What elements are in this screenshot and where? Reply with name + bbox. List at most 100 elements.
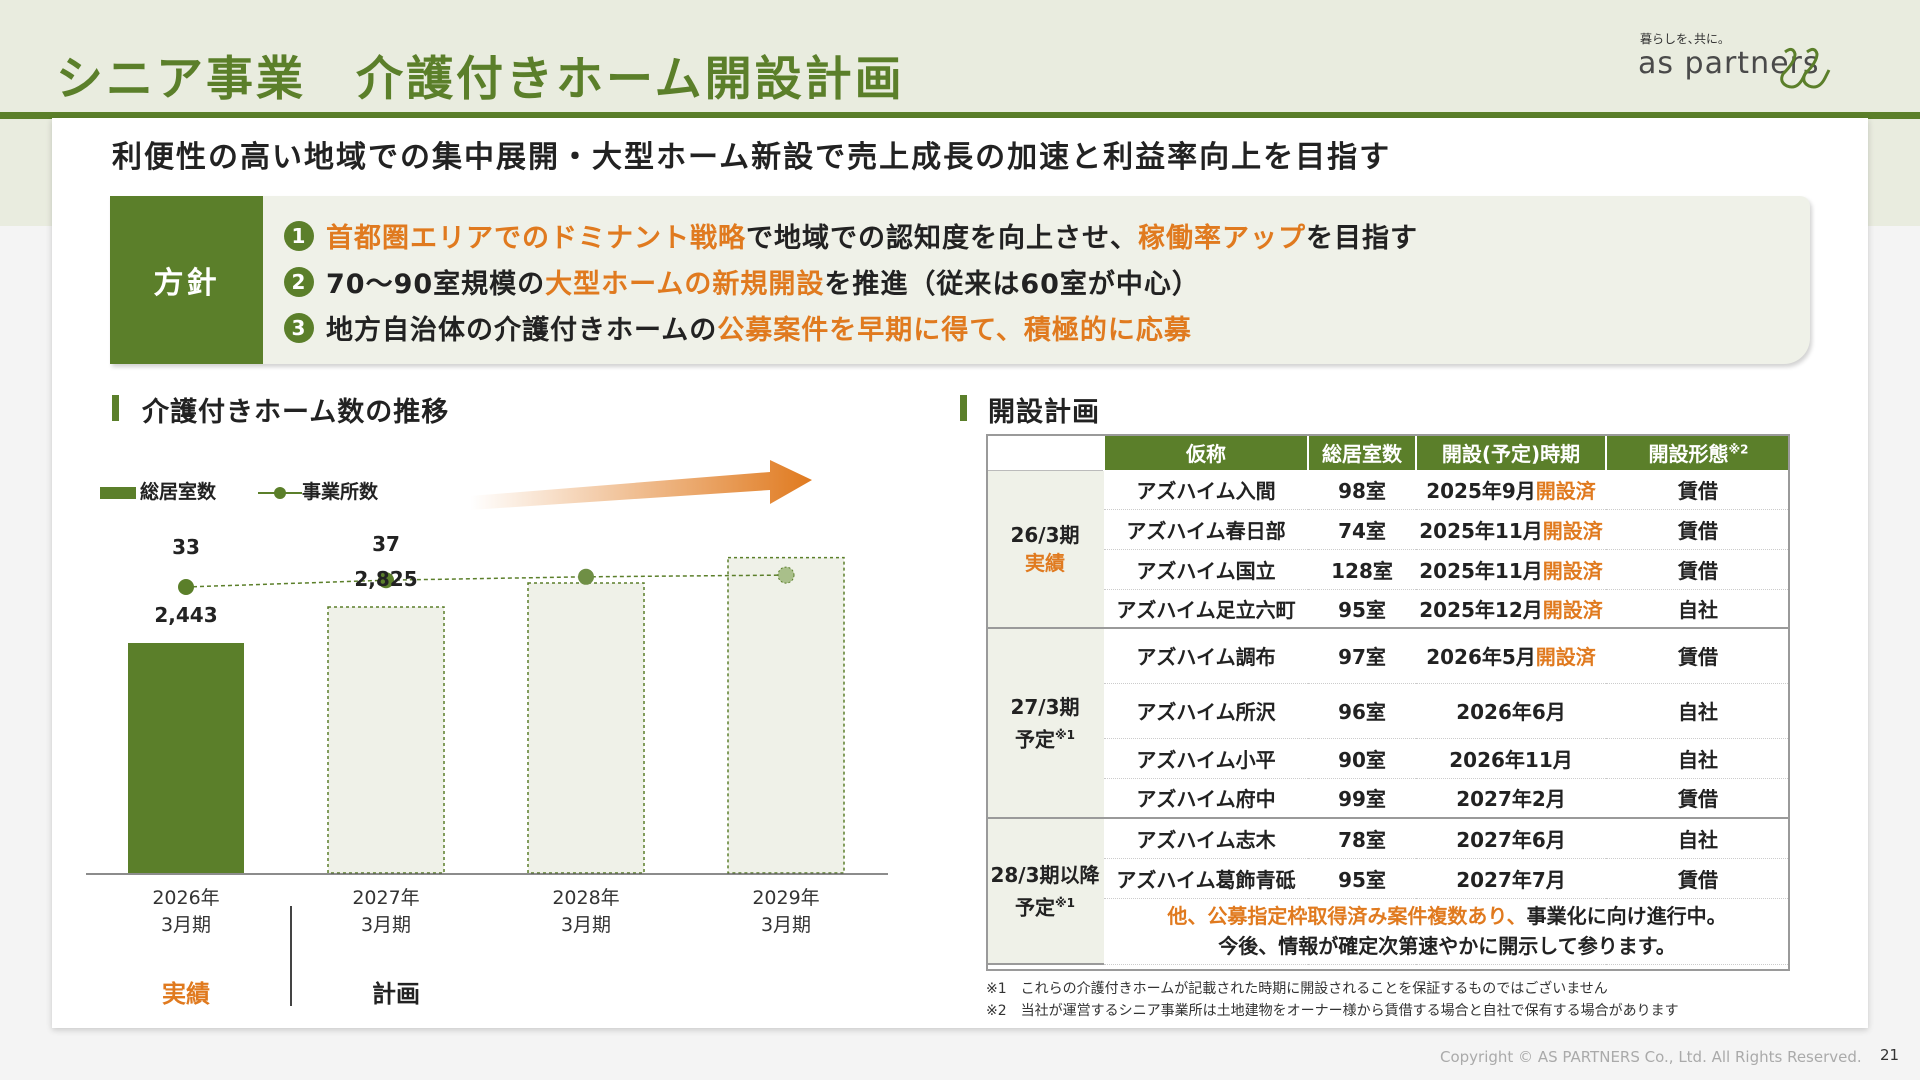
period-sub-label: 予定※1 xyxy=(1014,895,1075,920)
policy-number-badge: 1 xyxy=(284,220,314,251)
header-name: 仮称 xyxy=(1103,434,1308,470)
footnote-2: ※2 当社が運営するシニア事業所は土地建物をオーナー様から賃借する場合と自社で保… xyxy=(986,1003,1679,1019)
plan-label: 計画 xyxy=(372,980,420,1008)
policy-number-badge: 2 xyxy=(284,266,314,297)
legend-line: 事業所数 xyxy=(258,477,378,504)
opened-badge: 開設済 xyxy=(1542,597,1603,622)
opening-date-cell: 2025年12月開設済 xyxy=(1416,589,1606,629)
facility-name-cell: アズハイム国立 xyxy=(1104,549,1308,590)
header-rooms: 総居室数 xyxy=(1307,434,1416,470)
policy-item-3: 3 地方自治体の介護付きホームの 公募案件を早期に得て、積極的に応募 xyxy=(284,308,1192,347)
growth-arrow-icon xyxy=(470,460,812,510)
period-label: 26/3期 xyxy=(1010,522,1080,547)
facility-name-cell: アズハイム志木 xyxy=(1104,818,1308,859)
bar-1 xyxy=(327,606,445,874)
ownership-type-cell: 賃借 xyxy=(1606,509,1790,550)
x-tick-label: 2029年 3月期 xyxy=(752,887,820,936)
ownership-type-cell: 賃借 xyxy=(1606,628,1790,684)
opening-date-cell: 2025年9月開設済 xyxy=(1416,470,1606,510)
table-row: アズハイム葛飾青砥 95室 2027年7月 賃借 xyxy=(986,858,1790,899)
policy-highlight-text: 大型ホームの新規開設 xyxy=(545,269,825,300)
ownership-type-cell: 賃借 xyxy=(1606,549,1790,590)
facility-name-cell: アズハイム葛飾青砥 xyxy=(1104,858,1308,899)
legend-bar: 総居室数 xyxy=(100,477,216,504)
ownership-type-cell: 自社 xyxy=(1606,818,1790,859)
rooms-cell: 95室 xyxy=(1308,858,1416,899)
logo-text: as partners xyxy=(1638,46,1820,81)
rooms-cell: 97室 xyxy=(1308,628,1416,684)
policy-item-2: 2 70～90室規模の 大型ホームの新規開設 を推進（従来は60室が中心） xyxy=(284,262,1200,301)
policy-highlight-text: 稼働率アップ xyxy=(1138,223,1306,254)
policy-highlight-text: 首都圏エリアでのドミナント戦略 xyxy=(326,223,746,254)
opening-date-cell: 2026年11月 xyxy=(1416,738,1606,779)
opening-plan-table: 仮称 総居室数 開設(予定)時期 開設形態※2 26/3期 実績 アズハイム入間 98… xyxy=(986,434,1790,965)
page-number: 21 xyxy=(1880,1046,1900,1064)
header-blank xyxy=(986,434,1104,471)
opened-badge: 開設済 xyxy=(1542,558,1603,583)
policy-text: を目指す xyxy=(1306,223,1418,254)
closing-note-row: 他、公募指定枠取得済み案件複数あり、事業化に向け進行中。 今後、情報が確定次第速や… xyxy=(986,898,1790,965)
bar-3 xyxy=(727,556,845,874)
opened-badge: 開設済 xyxy=(1535,478,1596,503)
x-tick-label: 2027年 3月期 xyxy=(352,887,420,936)
ownership-type-cell: 賃借 xyxy=(1606,778,1790,819)
period-cell: 28/3期以降 予定※1 xyxy=(986,818,1104,965)
bar-0 xyxy=(128,643,244,873)
actual-plan-divider xyxy=(290,906,292,1006)
opened-badge: 開設済 xyxy=(1542,518,1603,543)
section-marker xyxy=(112,395,119,421)
period-sub-label: 予定※1 xyxy=(1014,727,1075,752)
policy-box xyxy=(110,196,1810,364)
actual-label: 実績 xyxy=(162,980,210,1008)
period-label: 28/3期以降 xyxy=(990,862,1100,887)
rooms-cell: 74室 xyxy=(1308,509,1416,550)
period-cell: 26/3期 実績 xyxy=(986,470,1104,629)
section-marker xyxy=(960,395,967,421)
ownership-type-cell: 自社 xyxy=(1606,738,1790,779)
opening-date-cell: 2026年5月開設済 xyxy=(1416,628,1606,684)
point-value-label: 33 xyxy=(172,535,200,559)
point-1 xyxy=(378,572,394,589)
period-cell: 27/3期予定※1 xyxy=(986,628,1104,819)
ownership-type-cell: 賃借 xyxy=(1606,858,1790,899)
facility-name-cell: アズハイム足立六町 xyxy=(1104,589,1308,629)
opening-date-cell: 2027年6月 xyxy=(1416,818,1606,859)
rooms-cell: 90室 xyxy=(1308,738,1416,779)
facility-name-cell: アズハイム調布 xyxy=(1104,628,1308,684)
header-type: 開設形態※2 xyxy=(1605,434,1790,470)
opening-date-cell: 2025年11月開設済 xyxy=(1416,549,1606,590)
table-header-row: 仮称 総居室数 開設(予定)時期 開設形態※2 xyxy=(986,434,1790,471)
policy-highlight-text: 公募案件を早期に得て、積極的に応募 xyxy=(717,315,1192,346)
table-row: アズハイム国立 128室 2025年11月開設済 賃借 xyxy=(986,549,1790,590)
legend-line-label: 事業所数 xyxy=(302,481,379,503)
rooms-cell: 78室 xyxy=(1308,818,1416,859)
series-line xyxy=(185,574,787,588)
rooms-cell: 98室 xyxy=(1308,470,1416,510)
facility-name-cell: アズハイム所沢 xyxy=(1104,683,1308,739)
x-tick-label: 2028年 3月期 xyxy=(552,887,620,936)
policy-text: 70～90室規模の xyxy=(326,269,546,300)
opened-badge: 開設済 xyxy=(1535,645,1596,670)
footnote-1: ※1 これらの介護付きホームが記載された時期に開設されることを保証するものではご… xyxy=(986,981,1608,997)
period-label: 27/3期 xyxy=(1010,694,1080,719)
header-date: 開設(予定)時期 xyxy=(1415,434,1606,470)
x-tick-label: 2026年 3月期 xyxy=(152,887,220,936)
facility-name-cell: アズハイム春日部 xyxy=(1104,509,1308,550)
copyright: Copyright © AS PARTNERS Co., Ltd. All Ri… xyxy=(1440,1048,1862,1066)
opening-date-cell: 2027年7月 xyxy=(1416,858,1606,899)
table-row: アズハイム府中 99室 2027年2月 賃借 xyxy=(986,778,1790,819)
ownership-type-cell: 自社 xyxy=(1606,683,1790,739)
rooms-cell: 95室 xyxy=(1308,589,1416,629)
chart-section-title: 介護付きホーム数の推移 xyxy=(142,397,450,428)
point-2 xyxy=(578,568,594,585)
opening-date-cell: 2027年2月 xyxy=(1416,778,1606,819)
legend-bar-swatch xyxy=(100,486,136,499)
facility-name-cell: アズハイム入間 xyxy=(1104,470,1308,510)
logo-tagline: 暮らしを､共に｡ xyxy=(1640,32,1725,46)
table-row: 28/3期以降 予定※1 アズハイム志木 78室 2027年6月 自社 xyxy=(986,818,1790,965)
point-value-label: 37 xyxy=(372,532,400,557)
policy-text: を推進（従来は60室が中心） xyxy=(824,269,1200,300)
opening-date-cell: 2026年6月 xyxy=(1416,683,1606,739)
table-row: 26/3期 実績 アズハイム入間 98室 2025年9月開設済 賃借 xyxy=(986,470,1790,629)
point-3 xyxy=(777,566,795,584)
